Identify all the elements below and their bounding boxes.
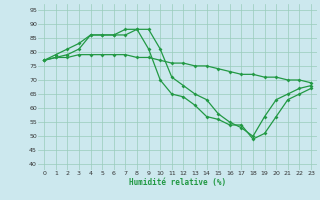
X-axis label: Humidité relative (%): Humidité relative (%) — [129, 178, 226, 187]
